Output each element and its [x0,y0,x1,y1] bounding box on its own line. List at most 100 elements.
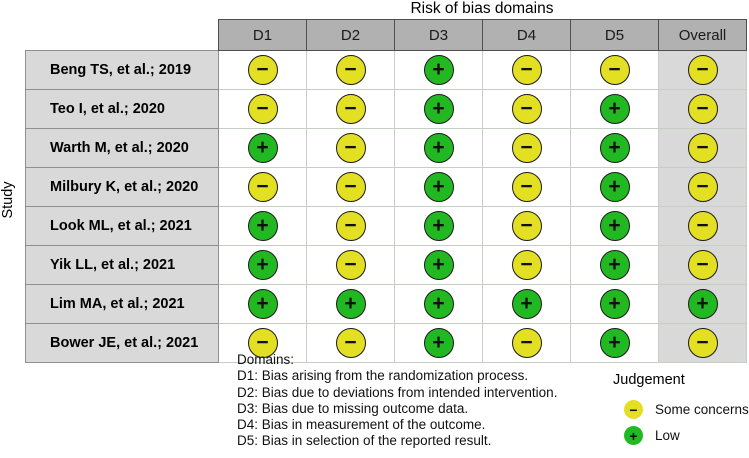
judgement-cell: + [218,128,307,168]
low-risk-icon: + [599,250,630,280]
some-concerns-icon: − [687,133,718,163]
judgement-cell: − [306,167,395,207]
judgement-cell: − [306,245,395,285]
judgement-symbol: + [696,291,709,315]
some-concerns-icon: − [687,328,718,358]
judgement-symbol: + [432,96,445,120]
study-axis-label: Study [0,181,16,219]
domains-note-heading: Domains: [237,352,295,367]
column-header-d2: D2 [306,19,395,51]
study-label: Beng TS, et al.; 2019 [25,50,219,90]
some-concerns-icon: − [335,211,366,241]
judgement-cell: − [218,167,307,207]
table-row: Beng TS, et al.; 2019 − − + − − − [25,50,747,90]
judgement-legend: Judgement − Some concerns + Low [613,372,749,452]
some-concerns-icon: − [511,55,542,85]
judgement-symbol: + [432,291,445,315]
judgement-symbol: + [432,174,445,198]
low-risk-icon: + [335,289,366,319]
some-concerns-icon: − [624,400,643,419]
corner-spacer [25,19,219,51]
judgement-symbol: − [256,57,269,81]
domain-header-row: D1 D2 D3 D4 D5 Overall [25,19,747,51]
some-concerns-icon: − [335,250,366,280]
judgement-symbol: + [608,174,621,198]
some-concerns-icon: − [599,55,630,85]
table-row: Yik LL, et al.; 2021 + − + − + − [25,245,747,285]
column-header-d4: D4 [482,19,571,51]
study-label: Yik LL, et al.; 2021 [25,245,219,285]
judgement-symbol: − [696,330,709,354]
judgement-cell: + [658,284,747,324]
judgement-cell: − [482,128,571,168]
low-risk-icon: + [423,133,454,163]
judgement-cell: + [570,284,659,324]
some-concerns-icon: − [247,55,278,85]
judgement-cell: − [482,245,571,285]
study-label: Look ML, et al.; 2021 [25,206,219,246]
study-label: Lim MA, et al.; 2021 [25,284,219,324]
judgement-cell: + [394,206,483,246]
judgement-cell: − [482,323,571,363]
low-risk-icon: + [423,172,454,202]
some-concerns-icon: − [247,172,278,202]
judgement-symbol: + [432,135,445,159]
judgement-symbol: − [344,57,357,81]
some-concerns-icon: − [511,328,542,358]
judgement-symbol: − [520,213,533,237]
judgement-symbol: + [432,252,445,276]
judgement-symbol: − [256,174,269,198]
judgement-cell: + [218,206,307,246]
judgement-cell: + [482,284,571,324]
low-risk-icon: + [423,289,454,319]
legend-item-label: Some concerns [655,402,749,417]
study-label: Milbury K, et al.; 2020 [25,167,219,207]
some-concerns-icon: − [511,94,542,124]
legend-item-low: + Low [624,426,749,445]
low-risk-icon: + [687,289,718,319]
legend-item-label: Low [655,428,680,443]
low-risk-icon: + [423,94,454,124]
low-risk-icon: + [599,94,630,124]
some-concerns-icon: − [687,94,718,124]
judgement-cell: − [658,206,747,246]
judgement-cell: − [658,128,747,168]
judgement-symbol: − [520,330,533,354]
legend-item-some_concerns: − Some concerns [624,400,749,419]
low-risk-icon: + [423,250,454,280]
domains-note-line-d4: D4: Bias in measurement of the outcome. [237,417,486,433]
judgement-symbol: + [256,252,269,276]
study-label: Teo I, et al.; 2020 [25,89,219,129]
judgement-legend-title: Judgement [613,372,685,388]
judgement-cell: − [658,50,747,90]
judgement-symbol: + [432,57,445,81]
judgement-symbol: − [344,135,357,159]
judgement-symbol: + [608,213,621,237]
some-concerns-icon: − [335,133,366,163]
judgement-cell: − [306,206,395,246]
some-concerns-icon: − [335,328,366,358]
judgement-cell: + [570,89,659,129]
low-risk-icon: + [247,133,278,163]
judgement-cell: − [658,323,747,363]
judgement-symbol: − [520,135,533,159]
table-body: Beng TS, et al.; 2019− − + − − − Teo I, et al.… [25,50,747,363]
some-concerns-icon: − [687,250,718,280]
judgement-cell: − [658,245,747,285]
judgement-cell: − [218,89,307,129]
some-concerns-icon: − [687,211,718,241]
study-label: Bower JE, et al.; 2021 [25,323,219,363]
judgement-symbol: − [696,213,709,237]
low-risk-icon: + [247,211,278,241]
judgement-symbol: + [608,135,621,159]
low-risk-icon: + [423,211,454,241]
some-concerns-icon: − [511,250,542,280]
judgement-symbol: − [344,330,357,354]
judgement-cell: + [570,128,659,168]
judgement-cell: + [394,89,483,129]
judgement-cell: + [394,323,483,363]
column-header-d3: D3 [394,19,483,51]
table-row: Bower JE, et al.; 2021 − − + − + − [25,323,747,363]
some-concerns-icon: − [511,133,542,163]
